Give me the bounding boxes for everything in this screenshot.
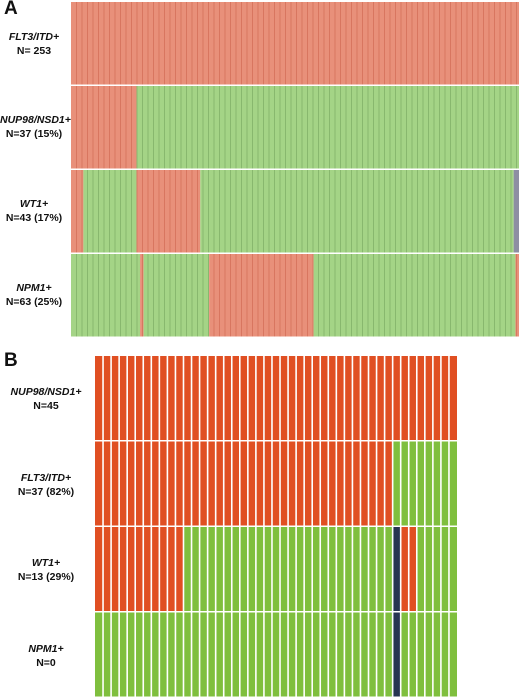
row-count-label: N=0 bbox=[36, 656, 56, 669]
segment-unknown bbox=[513, 170, 519, 253]
row-count-label: N=37 (15%) bbox=[5, 127, 63, 140]
segment-positive bbox=[95, 356, 457, 440]
segment-positive bbox=[71, 2, 519, 85]
segment-unknown bbox=[392, 612, 401, 697]
panel-a-row-label: NUP98/NSD1+ N=37 (15%) bbox=[0, 114, 71, 141]
panel-b-row-label: NPM1+ N=0 bbox=[0, 643, 92, 670]
row-gene-label: NPM1+ bbox=[28, 643, 64, 655]
segment-positive bbox=[95, 441, 393, 526]
panel-a-row-label: WT1+ N=43 (17%) bbox=[0, 198, 68, 225]
row-count-label: N=37 (82%) bbox=[17, 485, 75, 498]
segment-positive bbox=[136, 170, 201, 253]
segment-negative bbox=[83, 170, 137, 253]
row-count-label: N=45 bbox=[33, 399, 59, 412]
segment-negative bbox=[400, 612, 457, 697]
segment-negative bbox=[416, 527, 457, 611]
row-gene-label: FLT3/ITD+ bbox=[8, 31, 60, 43]
segment-negative bbox=[95, 612, 393, 697]
panel-b-row-label: FLT3/ITD+ N=37 (82%) bbox=[0, 472, 92, 499]
row-gene-label: NUP98/NSD1+ bbox=[10, 386, 82, 398]
row-count-label: N=43 (17%) bbox=[5, 211, 63, 224]
segment-positive bbox=[71, 170, 84, 253]
segment-unknown bbox=[392, 527, 401, 611]
row-gene-label: FLT3/ITD+ bbox=[20, 472, 72, 484]
segment-negative bbox=[136, 86, 519, 169]
panel-b-row-label: WT1+ N=13 (29%) bbox=[0, 557, 92, 584]
panel-b-letter: B bbox=[4, 350, 18, 371]
panel-a-row-label: FLT3/ITD+ N= 253 bbox=[0, 31, 68, 58]
panel-a-row-label: NPM1+ N=63 (25%) bbox=[0, 282, 68, 309]
row-count-label: N= 253 bbox=[16, 44, 52, 57]
panel-a-letter: A bbox=[4, 0, 18, 19]
segment-positive bbox=[515, 254, 519, 337]
segment-negative bbox=[143, 254, 210, 337]
row-count-label: N=13 (29%) bbox=[17, 570, 75, 583]
row-gene-label: NPM1+ bbox=[16, 282, 52, 294]
segment-positive bbox=[140, 254, 144, 337]
row-count-label: N=63 (25%) bbox=[5, 295, 63, 308]
segment-negative bbox=[313, 254, 516, 337]
row-gene-label: NUP98/NSD1+ bbox=[0, 114, 71, 126]
segment-negative bbox=[71, 254, 141, 337]
panel-b-row-label: NUP98/NSD1+ N=45 bbox=[0, 386, 92, 413]
segment-positive bbox=[95, 527, 184, 611]
row-gene-label: WT1+ bbox=[31, 557, 61, 569]
row-gene-label: WT1+ bbox=[19, 198, 49, 210]
